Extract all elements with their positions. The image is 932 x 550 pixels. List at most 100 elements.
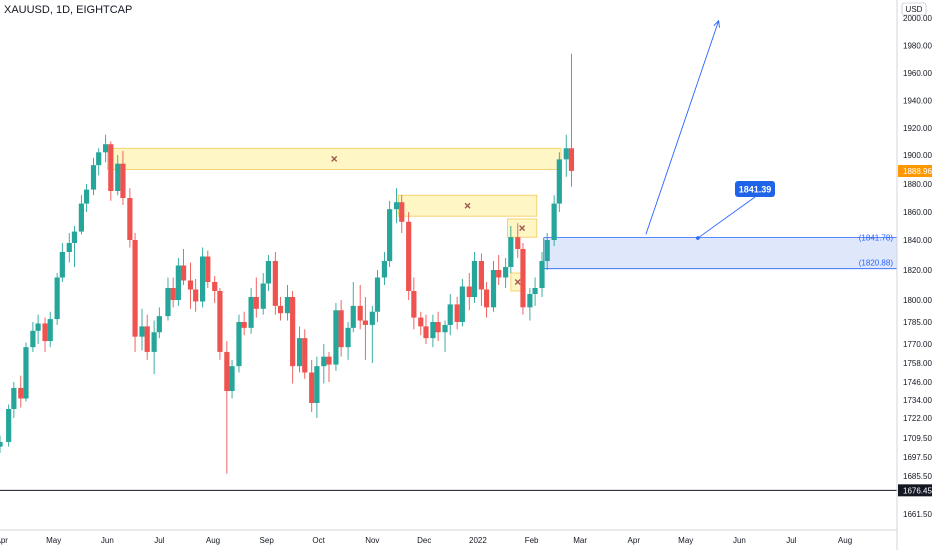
candle — [253, 277, 259, 318]
candle — [399, 195, 405, 233]
candle — [568, 53, 575, 187]
candle — [212, 276, 218, 303]
candle — [156, 307, 162, 339]
candle-body — [200, 256, 206, 302]
candle-body — [503, 267, 509, 278]
candle — [54, 273, 60, 325]
time-tick-label: Dec — [417, 536, 431, 545]
candle — [103, 134, 109, 163]
candle-body — [508, 237, 514, 267]
candle — [406, 212, 412, 300]
candle — [139, 308, 145, 351]
candle-body — [568, 148, 575, 171]
candle — [490, 261, 497, 312]
candle-body — [253, 297, 259, 309]
candle-body — [241, 322, 247, 328]
candle — [532, 277, 538, 306]
candle — [175, 258, 181, 306]
projection-arrowhead-icon — [713, 19, 720, 28]
candle — [544, 233, 550, 270]
candle-body — [35, 323, 41, 331]
time-tick-label: May — [678, 536, 693, 545]
candle-body — [120, 163, 126, 198]
price-tick-label: 1980.00 — [903, 42, 932, 51]
candle — [381, 252, 388, 285]
candle — [272, 252, 278, 315]
time-tick-label: Sep — [260, 536, 275, 545]
candle-body — [96, 152, 102, 166]
candle-body — [411, 291, 417, 318]
candle — [520, 243, 526, 315]
candle-body — [435, 322, 441, 333]
candle-body — [369, 311, 375, 325]
candle — [321, 344, 327, 384]
candle — [527, 288, 533, 321]
candle-body — [466, 286, 472, 297]
candle-body — [515, 237, 521, 249]
candle-body — [357, 305, 363, 321]
candle — [423, 314, 429, 344]
candle-body — [539, 261, 545, 288]
price-tick-label: 2000.00 — [903, 14, 932, 23]
candle-body — [30, 330, 36, 348]
candle — [277, 297, 284, 321]
candle — [78, 195, 84, 235]
candle-body — [563, 148, 569, 160]
time-tick-label: Jun — [733, 536, 746, 545]
candle-body — [374, 277, 381, 312]
candle-body — [6, 409, 12, 442]
candle-body — [83, 189, 90, 204]
time-tick-label: May — [46, 536, 61, 545]
candle — [96, 148, 102, 176]
candle-body — [290, 297, 296, 367]
candle-body — [11, 388, 17, 409]
candle — [23, 342, 29, 402]
candle-body — [115, 163, 121, 191]
candle-body — [224, 351, 230, 391]
candle-body — [144, 326, 150, 352]
candle — [165, 277, 171, 321]
candle — [151, 320, 157, 375]
candle-body — [314, 366, 320, 403]
candle-body — [272, 261, 278, 306]
price-tick-label: 1800.00 — [903, 296, 932, 305]
candle-body — [23, 347, 29, 399]
price-tick-label: 1940.00 — [903, 97, 932, 106]
candle-body — [326, 356, 332, 365]
candle — [326, 351, 332, 382]
time-tick-label: Mar — [573, 536, 587, 545]
candle — [430, 314, 436, 348]
candle — [411, 277, 417, 330]
time-tick-label: Apr — [0, 536, 8, 545]
callout-pointer — [697, 196, 756, 239]
candle — [435, 311, 441, 342]
time-tick-label: Aug — [206, 536, 220, 545]
candle-body — [302, 338, 308, 373]
candle-body — [556, 159, 562, 204]
callout-box — [735, 181, 775, 197]
candle — [309, 359, 315, 412]
demand-zone-high-label: (1841.78) — [859, 234, 894, 243]
candle-body — [393, 202, 400, 210]
overlay-layer: 1841.39 — [0, 19, 897, 491]
zone-cross-icon — [464, 202, 471, 209]
price-tick-label: 1860.00 — [903, 208, 932, 217]
candle — [90, 157, 97, 196]
candle-body — [362, 320, 368, 325]
candle-body — [350, 305, 356, 328]
zones-layer: (1841.78) (1820.88) — [106, 147, 897, 292]
candle-body — [483, 289, 490, 308]
time-tick-label: Jun — [101, 536, 114, 545]
candle — [374, 270, 381, 322]
candle — [200, 247, 206, 308]
candle — [483, 282, 490, 318]
candle-body — [406, 221, 412, 291]
candle — [11, 382, 17, 418]
candle — [442, 320, 448, 352]
candle — [296, 326, 303, 373]
candle — [471, 252, 478, 303]
price-tick-label: 1709.50 — [903, 434, 932, 443]
candle-body — [18, 388, 24, 399]
